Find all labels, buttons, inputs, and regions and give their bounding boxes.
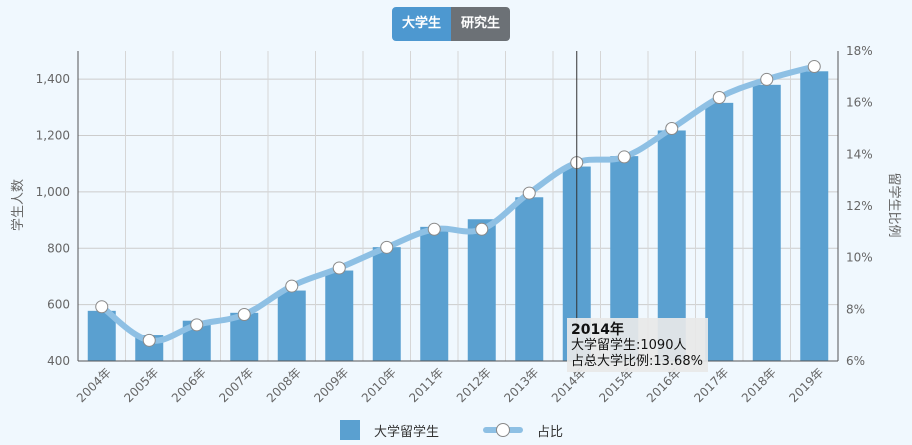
x-tick-label: 2008年 xyxy=(264,365,304,405)
legend-item-students[interactable]: 大学留学生 xyxy=(340,420,439,440)
line-point[interactable] xyxy=(760,72,774,86)
line-point[interactable] xyxy=(285,279,299,293)
line-series xyxy=(95,51,821,361)
bar[interactable] xyxy=(420,226,449,361)
tooltip-line-2: 占总大学比例:13.68% xyxy=(571,354,703,369)
x-tick-label: 2010年 xyxy=(359,365,399,405)
x-tick-label: 2007年 xyxy=(216,365,256,405)
line-point[interactable] xyxy=(380,240,394,254)
y2-tick-label: 8% xyxy=(846,302,865,316)
y-tick-label: 1,000 xyxy=(36,185,70,199)
tab-graduate[interactable]: 研究生 xyxy=(451,7,511,41)
y-axis-title: 学生人数 xyxy=(10,179,26,231)
line-point[interactable] xyxy=(712,91,726,104)
x-tick-label: 2012年 xyxy=(454,365,494,405)
bar[interactable] xyxy=(467,219,496,361)
legend-bar-swatch xyxy=(340,420,360,440)
y2-tick-label: 14% xyxy=(846,147,873,161)
x-tick-label: 2011年 xyxy=(406,365,446,405)
line-point[interactable] xyxy=(807,60,821,73)
line-point[interactable] xyxy=(142,333,156,347)
legend-label-ratio: 占比 xyxy=(537,424,564,440)
tooltip-line-1: 大学留学生:1090人 xyxy=(571,338,687,353)
y2-tick-label: 16% xyxy=(846,96,873,110)
legend: 大学留学生 占比 xyxy=(340,420,607,440)
tab-group: 大学生 研究生 xyxy=(392,7,511,41)
line-point[interactable] xyxy=(237,308,251,321)
x-tick-label: 2009年 xyxy=(311,365,351,405)
line-point[interactable] xyxy=(332,261,346,275)
bar[interactable] xyxy=(515,197,544,361)
bar[interactable] xyxy=(705,102,734,361)
bar[interactable] xyxy=(87,310,116,361)
line-point[interactable] xyxy=(617,150,631,164)
y-tick-label: 1,400 xyxy=(36,72,70,86)
y-tick-label: 400 xyxy=(47,354,70,368)
legend-line-swatch xyxy=(483,420,524,440)
line-point[interactable] xyxy=(95,300,109,314)
bar[interactable] xyxy=(752,84,781,362)
ratio-line xyxy=(98,63,818,344)
y2-tick-label: 18% xyxy=(846,44,873,58)
y2-axis-title: 留学生比例 xyxy=(886,172,902,237)
legend-item-ratio[interactable]: 占比 xyxy=(483,420,563,440)
legend-label-students: 大学留学生 xyxy=(374,424,440,440)
tab-undergraduate[interactable]: 大学生 xyxy=(392,7,452,41)
line-point[interactable] xyxy=(475,222,489,236)
bar[interactable] xyxy=(277,290,306,361)
line-point[interactable] xyxy=(665,122,679,135)
x-tick-label: 2019年 xyxy=(786,365,826,405)
bar[interactable] xyxy=(372,247,401,361)
line-point[interactable] xyxy=(190,318,204,332)
y-tick-label: 800 xyxy=(47,241,70,255)
tooltip: 2014年 大学留学生:1090人 占总大学比例:13.68% xyxy=(567,318,708,372)
y2-tick-label: 12% xyxy=(846,199,873,213)
x-tick-label: 2013年 xyxy=(501,365,541,405)
y-tick-label: 600 xyxy=(47,298,70,312)
tooltip-title: 2014年 xyxy=(571,322,624,338)
bar[interactable] xyxy=(800,71,829,362)
bar[interactable] xyxy=(325,270,354,361)
x-tick-label: 2005年 xyxy=(121,365,161,405)
x-tick-label: 2006年 xyxy=(169,365,209,405)
y2-tick-label: 10% xyxy=(846,251,873,265)
y2-tick-label: 6% xyxy=(846,354,865,368)
line-point[interactable] xyxy=(522,186,536,200)
y-tick-label: 1,200 xyxy=(36,129,70,143)
x-tick-label: 2004年 xyxy=(74,365,114,405)
line-point[interactable] xyxy=(427,222,441,236)
x-tick-label: 2018年 xyxy=(739,365,779,405)
